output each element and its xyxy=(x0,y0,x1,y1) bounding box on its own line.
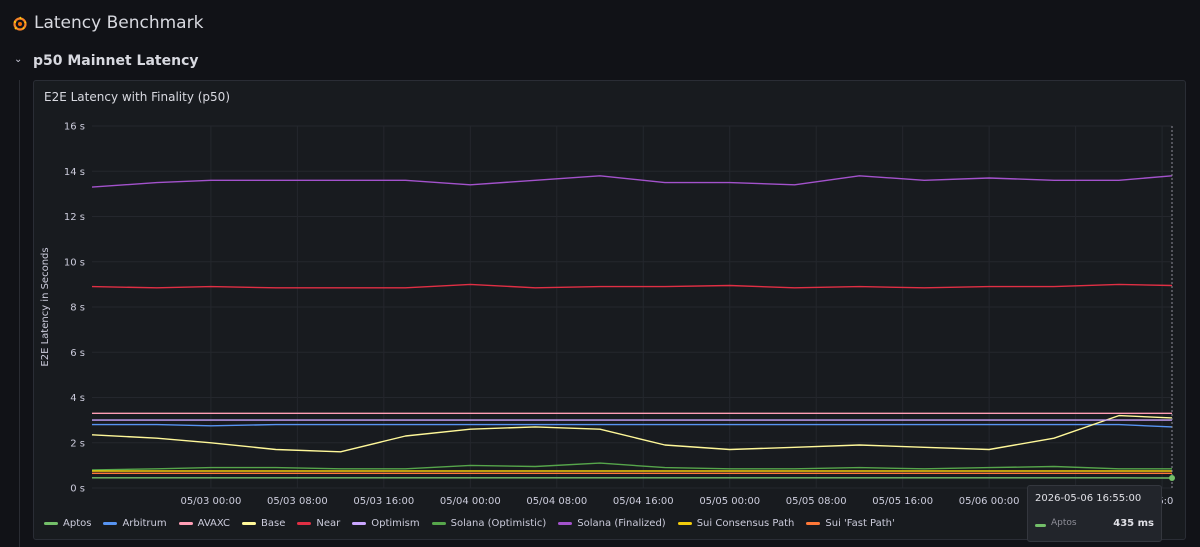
legend-item[interactable]: Solana (Optimistic) xyxy=(431,516,547,530)
tooltip-value: 435 ms xyxy=(1113,518,1154,529)
series-line-solana-optimistic xyxy=(91,462,1172,471)
series-line-solana-finalized xyxy=(91,175,1173,188)
x-tick-label: 05/05 16:00 xyxy=(872,496,933,507)
page-title: Latency Benchmark xyxy=(34,13,204,33)
tooltip-time: 2026-05-06 16:55:00 xyxy=(1035,493,1142,504)
y-tick-label: 16 s xyxy=(64,122,85,133)
legend-item[interactable]: Optimism xyxy=(352,516,420,530)
legend-swatch xyxy=(677,521,692,525)
x-tick-label: 05/03 08:00 xyxy=(267,496,328,507)
legend-item[interactable]: Sui Consensus Path xyxy=(677,516,795,530)
grafana-logo-icon[interactable] xyxy=(12,16,28,32)
y-tick-label: 8 s xyxy=(70,303,85,314)
y-tick-label: 6 s xyxy=(70,348,85,359)
x-tick-label: 05/05 00:00 xyxy=(699,496,760,507)
legend-item[interactable]: Sui 'Fast Path' xyxy=(806,516,895,530)
legend-label[interactable]: Sui Consensus Path xyxy=(696,517,795,529)
legend-label[interactable]: Solana (Finalized) xyxy=(577,517,666,529)
legend-label[interactable]: Optimism xyxy=(371,517,420,529)
legend-item[interactable]: Aptos xyxy=(44,516,91,530)
legend-swatch xyxy=(297,521,312,525)
hover-point xyxy=(1169,475,1175,482)
x-tick-label: 05/04 08:00 xyxy=(526,496,587,507)
legend-item[interactable]: Solana (Finalized) xyxy=(558,516,666,530)
chart-panel[interactable]: E2E Latency with Finality (p50) xyxy=(33,80,1186,540)
legend-swatch xyxy=(352,521,367,525)
hover-tooltip: 2026-05-06 16:55:00 Aptos 435 ms xyxy=(1027,485,1162,542)
series-line-base xyxy=(91,414,1173,453)
chevron-down-icon[interactable]: ⌄ xyxy=(14,54,23,65)
tooltip-series-name: Aptos xyxy=(1051,518,1077,528)
legend-item[interactable]: AVAXC xyxy=(178,516,230,530)
legend-swatch xyxy=(242,521,256,525)
y-axis-label: E2E Latency in Seconds xyxy=(40,247,51,366)
x-tick-label: 05/03 16:00 xyxy=(353,496,414,507)
y-tick-label: 2 s xyxy=(70,438,85,449)
legend-item[interactable]: Arbitrum xyxy=(103,516,167,530)
legend-label[interactable]: Near xyxy=(316,517,341,529)
legend-label[interactable]: Base xyxy=(261,517,286,529)
row-header[interactable]: ⌄ p50 Mainnet Latency xyxy=(0,48,1200,76)
x-tick-label: 05/05 08:00 xyxy=(786,496,847,507)
x-tick-label: 05/04 00:00 xyxy=(440,496,501,507)
x-tick-label: 05/03 00:00 xyxy=(180,496,241,507)
tooltip-series-swatch xyxy=(1035,524,1046,527)
top-bar: Latency Benchmark xyxy=(0,0,1200,48)
row-title[interactable]: p50 Mainnet Latency xyxy=(33,53,199,69)
y-tick-label: 14 s xyxy=(64,167,85,178)
legend-item[interactable]: Near xyxy=(297,516,340,530)
series-line-arbitrum xyxy=(92,423,1173,428)
y-tick-label: 0 s xyxy=(70,484,85,495)
legend-label[interactable]: AVAXC xyxy=(197,517,230,529)
series-line-near xyxy=(91,283,1173,289)
x-tick-label: 05/04 16:00 xyxy=(613,496,674,507)
panel-title[interactable]: E2E Latency with Finality (p50) xyxy=(44,90,230,104)
row-guide-line xyxy=(19,80,20,547)
y-tick-label: 10 s xyxy=(64,257,85,268)
legend-swatch xyxy=(103,521,118,525)
legend-label[interactable]: Aptos xyxy=(63,517,92,529)
legend-swatch xyxy=(44,521,58,525)
x-tick-label: 16:0 xyxy=(1151,496,1173,507)
legend-swatch xyxy=(431,521,446,525)
legend-swatch xyxy=(178,521,193,525)
x-tick-label: 05/06 00:00 xyxy=(959,496,1020,507)
legend-label[interactable]: Sui 'Fast Path' xyxy=(825,517,895,529)
legend-swatch xyxy=(558,521,573,525)
y-tick-label: 4 s xyxy=(70,393,85,404)
legend-label[interactable]: Solana (Optimistic) xyxy=(450,517,547,529)
legend-item[interactable]: Base xyxy=(242,516,285,530)
legend-swatch xyxy=(806,521,821,525)
legend-label[interactable]: Arbitrum xyxy=(122,517,167,529)
chart-legend: Aptos Arbitrum AVAXC Base Near Optimism Solana… xyxy=(44,516,907,530)
y-tick-label: 12 s xyxy=(64,212,85,223)
